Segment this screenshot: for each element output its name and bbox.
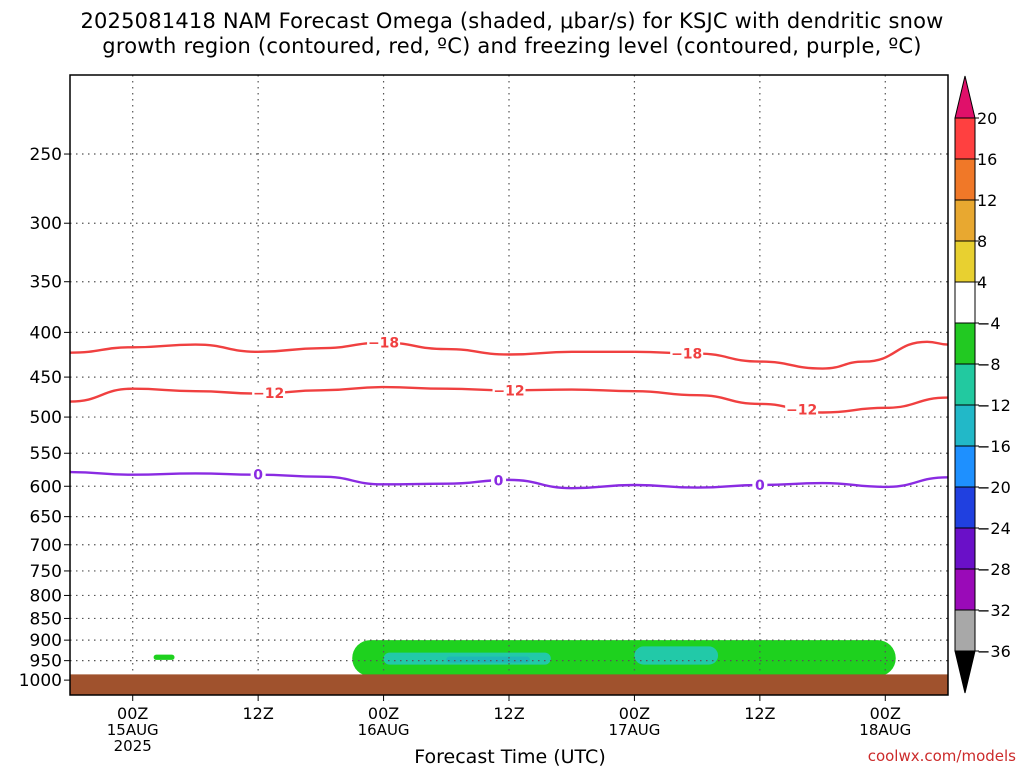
contour-label-bg — [492, 382, 526, 399]
y-tick-label: 350 — [30, 273, 62, 293]
colorbar-tick-label: −28 — [977, 560, 1011, 579]
colorbar-bottom-arrow — [954, 650, 976, 694]
y-tick-label: 450 — [30, 368, 62, 388]
x-tick-label: 00Z — [117, 704, 148, 723]
colorbar-tick-label: 20 — [977, 109, 997, 128]
x-tick-date-label: 17AUG — [608, 721, 660, 739]
contour-label-bg — [367, 334, 401, 351]
omega-region — [634, 646, 719, 665]
x-axis-title: Forecast Time (UTC) — [414, 746, 606, 768]
x-tick-date-label: 18AUG — [859, 721, 911, 739]
x-tick-date-label: 16AUG — [358, 721, 410, 739]
contour-label: −18 — [368, 336, 399, 352]
contour-label-bg — [250, 466, 266, 483]
colorbar-tick-label: 4 — [977, 273, 987, 292]
y-tick-label: 900 — [30, 631, 62, 651]
contour-label-bg — [785, 401, 819, 418]
colorbar: 20 16 12 8 4 −4 −8 −12 −16 −20 −24 −28 −32 −36 — [954, 75, 1011, 694]
omega-region — [446, 656, 530, 663]
chart-title-line-1: 2025081418 NAM Forecast Omega (shaded, μ… — [80, 9, 944, 33]
omega-shading — [153, 640, 896, 677]
contour-label-bg — [252, 385, 286, 402]
y-tick-label: 750 — [30, 562, 62, 582]
contour-label: 0 — [494, 474, 504, 490]
colorbar-tick-label: −32 — [977, 601, 1011, 620]
colorbar-swatch — [954, 158, 976, 201]
colorbar-swatch — [954, 240, 976, 283]
y-tick-label: 550 — [30, 444, 62, 464]
contour-label-bg — [752, 476, 768, 493]
x-tick-label: 12Z — [493, 704, 524, 723]
x-tick-label: 12Z — [242, 704, 273, 723]
colorbar-swatch — [954, 609, 976, 652]
contour-label-bg — [491, 472, 507, 489]
y-tick-label: 600 — [30, 477, 62, 497]
colorbar-swatch — [954, 445, 976, 488]
colorbar-tick-label: 8 — [977, 232, 987, 251]
y-tick-label: 700 — [30, 536, 62, 556]
colorbar-swatch — [954, 363, 976, 406]
contour-line — [69, 470, 949, 490]
y-tick-label: 800 — [30, 586, 62, 606]
x-tick-date-label: 15AUG — [107, 721, 159, 739]
colorbar-tick-label: −4 — [977, 314, 1001, 333]
x-tick-label: 12Z — [744, 704, 775, 723]
y-tick-label: 250 — [30, 145, 62, 165]
y-tick-label: 850 — [30, 609, 62, 629]
colorbar-swatch — [954, 199, 976, 242]
x-tick-label: 00Z — [870, 704, 901, 723]
contour-label: −12 — [786, 403, 817, 419]
colorbar-swatch — [954, 322, 976, 365]
omega-region — [352, 640, 896, 677]
colorbar-tick-label: −24 — [977, 519, 1011, 538]
colorbar-tick-label: −12 — [977, 396, 1011, 415]
contour-line — [69, 340, 949, 370]
colorbar-swatch — [954, 404, 976, 447]
y-tick-label: 500 — [30, 408, 62, 428]
y-tick-label: 1000 — [19, 671, 62, 691]
ground-surface — [70, 674, 948, 695]
contour-label: −18 — [671, 346, 702, 362]
contour-label-bg — [670, 345, 704, 362]
x-tick-label: 00Z — [619, 704, 650, 723]
colorbar-tick-label: 16 — [977, 150, 997, 169]
contour-label: −12 — [493, 383, 524, 399]
y-tick-label: 400 — [30, 323, 62, 343]
y-tick-label: 300 — [30, 214, 62, 234]
colorbar-tick-label: −8 — [977, 355, 1001, 374]
plot-frame — [69, 74, 949, 696]
colorbar-tick-label: −16 — [977, 437, 1011, 456]
colorbar-swatch — [954, 568, 976, 611]
site-credit[interactable]: coolwx.com/models — [867, 747, 1016, 765]
contour-label: −12 — [253, 386, 284, 402]
contour-label: 0 — [253, 468, 263, 484]
y-tick-label: 650 — [30, 508, 62, 528]
colorbar-swatch — [954, 117, 976, 160]
colorbar-tick-label: 12 — [977, 191, 997, 210]
colorbar-swatch — [954, 281, 976, 324]
colorbar-tick-label: −36 — [977, 642, 1011, 661]
contour-label: 0 — [755, 478, 765, 494]
colorbar-swatch — [954, 486, 976, 529]
x-tick-label: 00Z — [368, 704, 399, 723]
colorbar-top-arrow — [954, 75, 976, 119]
omega-region — [153, 654, 175, 660]
x-tick-year-label: 2025 — [114, 737, 152, 755]
colorbar-tick-label: −20 — [977, 478, 1011, 497]
chart-title-line-2: growth region (contoured, red, ºC) and f… — [102, 34, 922, 58]
colorbar-swatch — [954, 527, 976, 570]
y-tick-label: 950 — [30, 652, 62, 672]
grid — [64, 75, 948, 701]
